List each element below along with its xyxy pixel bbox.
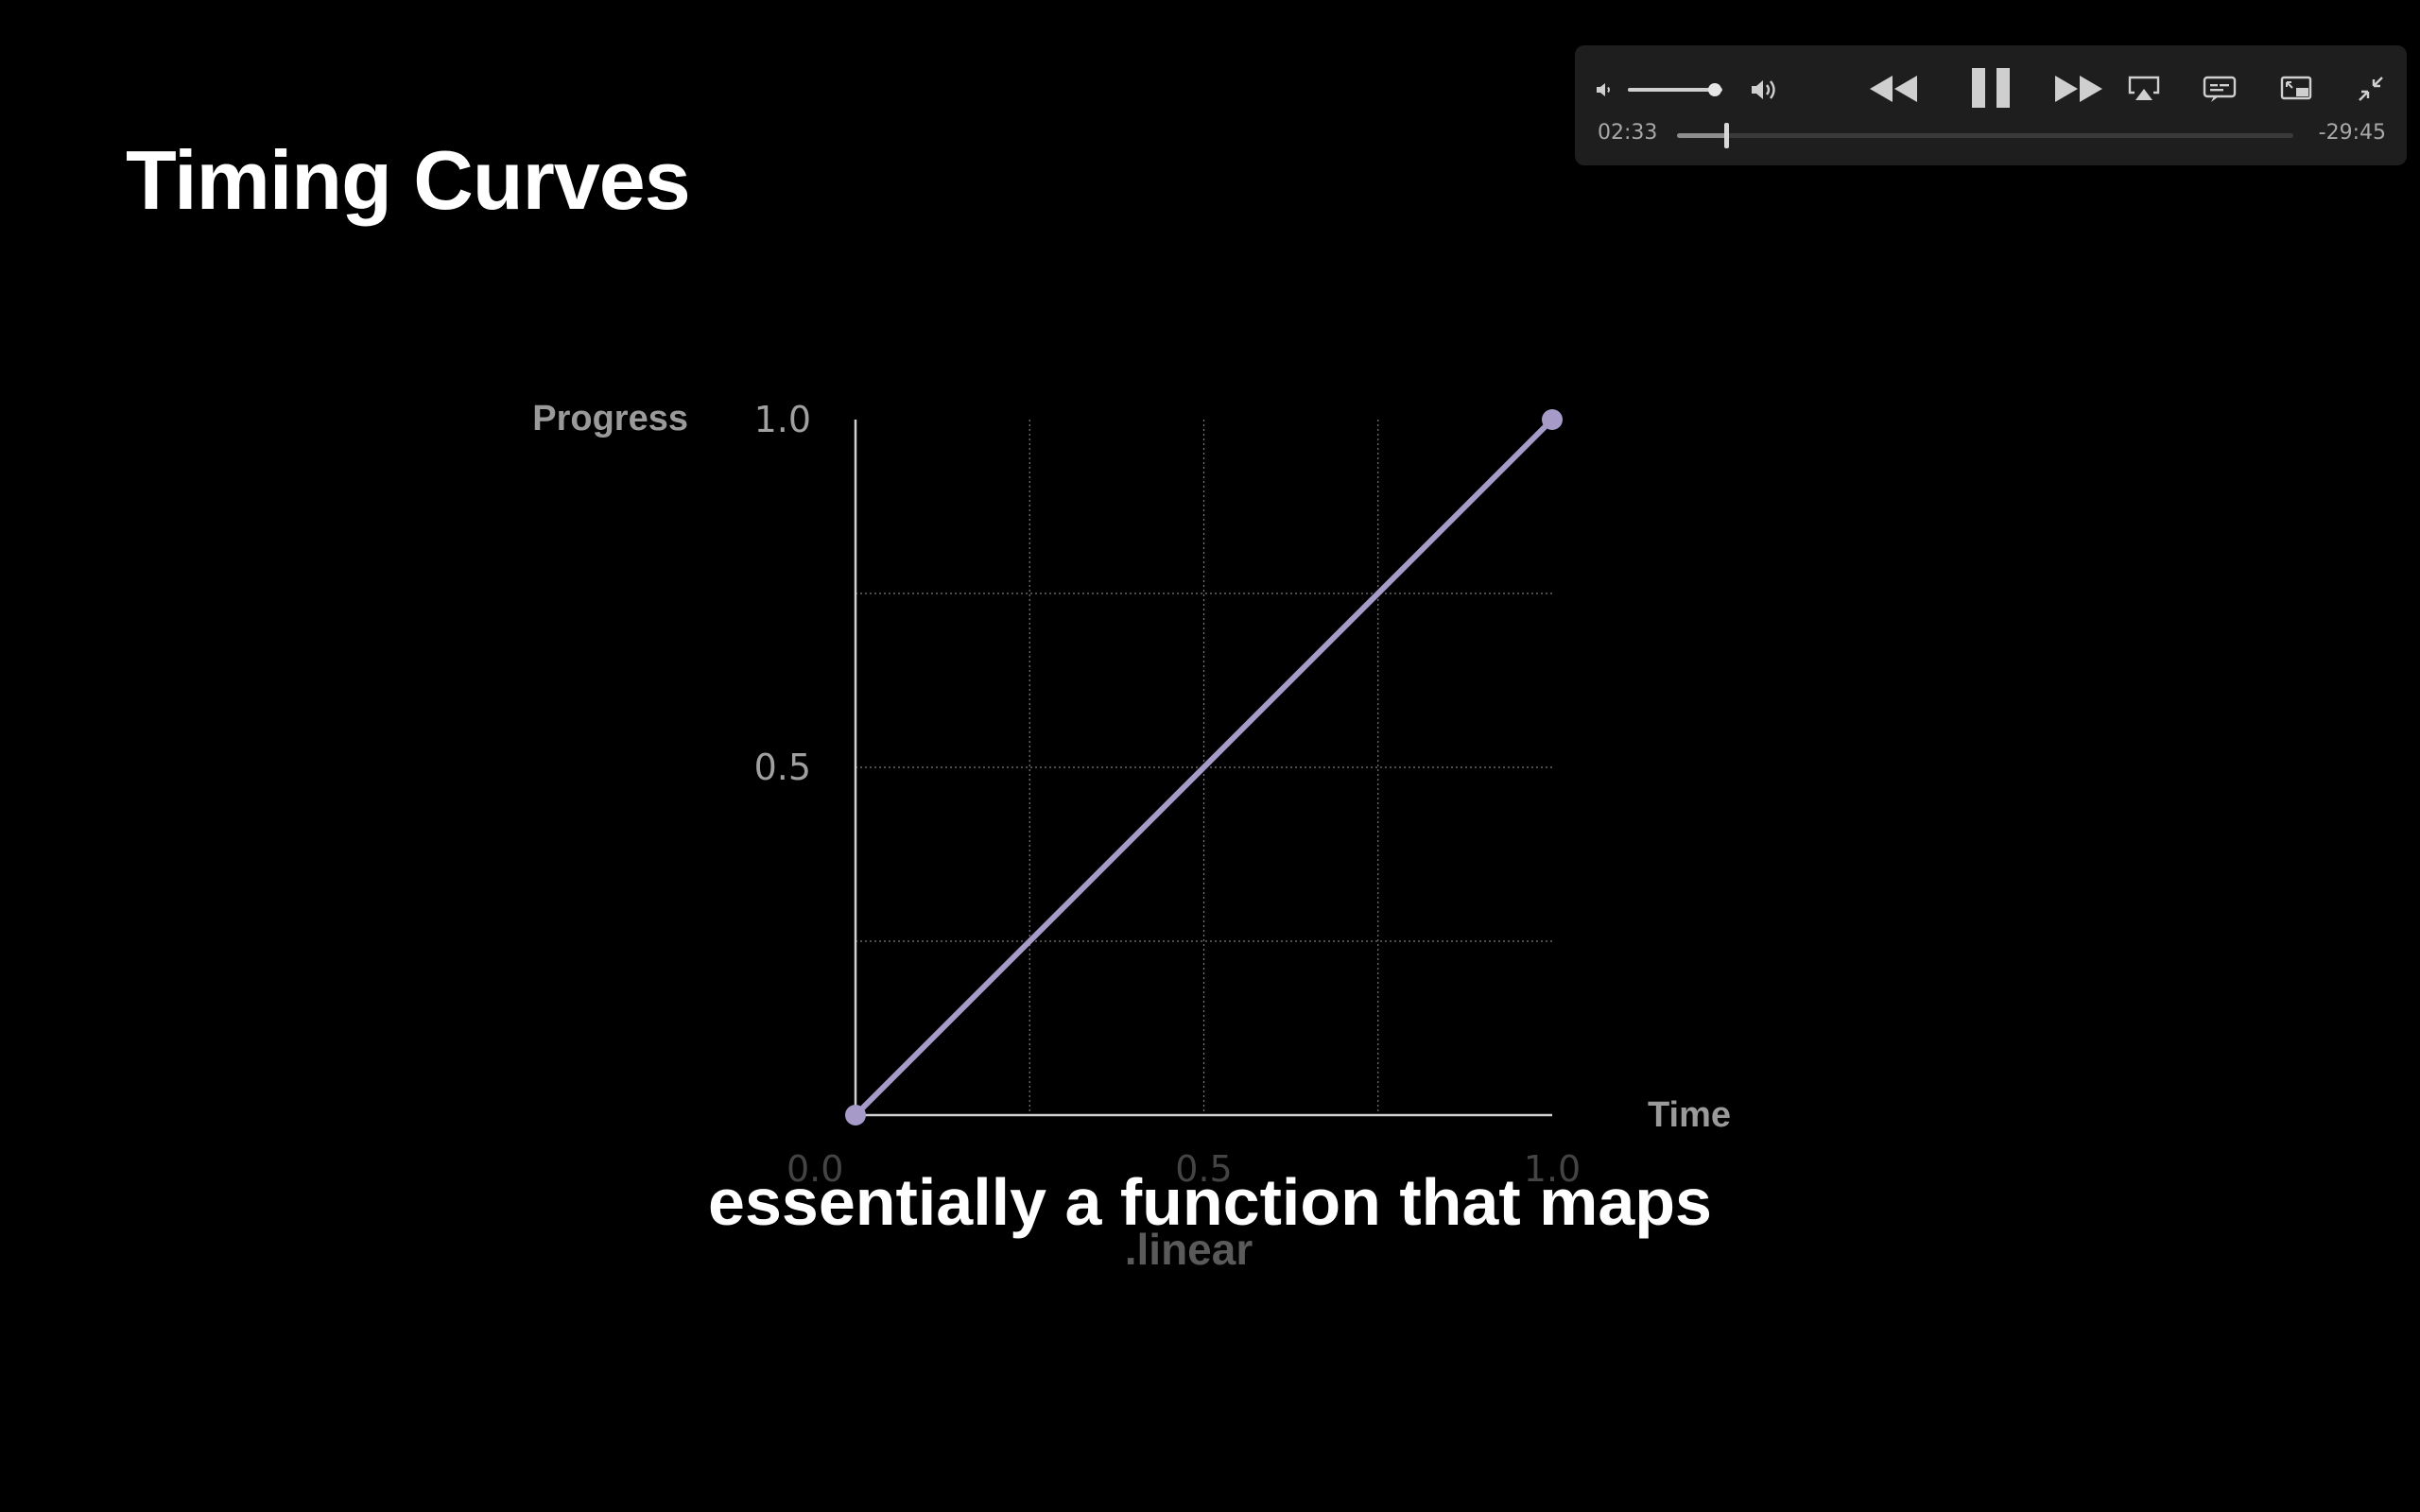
- volume-slider-knob[interactable]: [1708, 83, 1721, 96]
- subtitles-icon[interactable]: [2203, 76, 2237, 104]
- speaker-high-icon[interactable]: [1749, 75, 1779, 105]
- curve-endpoint: [1542, 409, 1563, 430]
- volume-slider[interactable]: [1628, 88, 1722, 92]
- y-tick-label: 0.5: [754, 747, 811, 788]
- airplay-icon[interactable]: [2127, 74, 2161, 104]
- pause-icon[interactable]: [1970, 66, 2012, 110]
- y-axis-label: Progress: [532, 399, 688, 438]
- picture-in-picture-icon[interactable]: [2280, 76, 2314, 102]
- playback-progress-fill: [1677, 133, 1726, 138]
- timing-curve-line: [853, 417, 1555, 1118]
- chart-series: [845, 409, 1563, 1125]
- playback-scrubber[interactable]: [1677, 123, 2293, 148]
- remaining-time: -29:45: [2318, 121, 2386, 145]
- exit-fullscreen-icon[interactable]: [2356, 74, 2386, 104]
- x-tick-label: 1.0: [1524, 1148, 1581, 1190]
- speaker-low-icon[interactable]: [1594, 78, 1616, 101]
- y-tick-label: 1.0: [754, 399, 811, 440]
- player-controls[interactable]: 02:33 -29:45: [1575, 45, 2407, 165]
- rewind-icon[interactable]: [1868, 72, 1919, 106]
- x-tick-label: 0.0: [786, 1148, 843, 1190]
- chart-title: .linear: [1125, 1225, 1253, 1274]
- elapsed-time: 02:33: [1598, 121, 1658, 145]
- chart-labels: 0.5 1.0 0.0 0.5 1.0 Progress Time .linear: [532, 399, 1731, 1274]
- subtitle-caption: essentially a function that maps: [708, 1165, 1712, 1239]
- curve-endpoint: [845, 1105, 866, 1125]
- chart-axes: [854, 420, 1552, 1117]
- fast-forward-icon[interactable]: [2053, 72, 2104, 106]
- x-axis-label: Time: [1648, 1095, 1731, 1135]
- x-tick-label: 0.5: [1175, 1148, 1232, 1190]
- playback-scrubber-handle[interactable]: [1723, 123, 1729, 148]
- slide-title: Timing Curves: [126, 133, 691, 227]
